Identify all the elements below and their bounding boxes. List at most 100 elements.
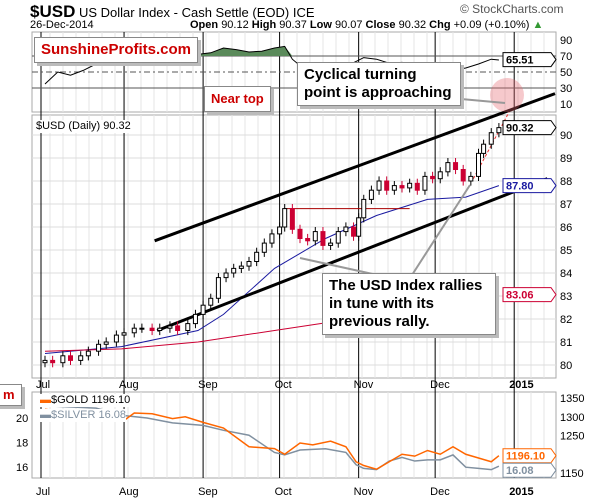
rsi-overbought-fill [45,46,499,56]
month-label: Nov [354,486,374,498]
month-label: Jul [36,486,50,498]
candle-body [246,261,252,267]
candle-body [185,323,191,332]
channel-line [156,177,548,332]
month-label: Oct [275,379,292,391]
candle-body [42,359,48,364]
candle-body [192,313,198,325]
candle-body [282,208,288,228]
watermark: © StockCharts.com [460,2,564,16]
brand-logo: SunshineProfits.com [34,37,199,63]
candle-body [361,198,367,219]
ma50-last-label: 87.80 [506,181,534,193]
candle-body [460,169,466,182]
price-last-label-tag [502,120,557,136]
high-label: High [251,19,277,31]
month-label: Sep [198,379,218,391]
index-name: US Dollar Index - Cash Settle (EOD) [78,5,290,20]
price-tick-label: 81 [560,337,572,349]
ohlc-summary: Open 90.12 High 90.37 Low 90.07 Close 90… [190,19,543,32]
price-tick-label: 83 [560,291,572,303]
ma50-line [44,185,500,354]
candle-body [269,233,275,244]
near-top-annotation: Near top [204,86,271,112]
close-value: 90.32 [398,19,427,31]
price-legend: $USD (Daily) 90.32 [36,120,131,133]
gold-tick-label: 1350 [560,393,584,405]
rsi-last-label-tag [502,52,557,68]
open-value: 90.12 [221,19,249,31]
silver-tick-label: 16 [16,462,28,474]
candle-body [139,327,145,330]
silver-last-label: 16.08 [506,465,534,477]
candle-body [496,127,502,134]
candle-body [384,180,390,191]
gold-last-label: 1196.10 [506,451,545,463]
gold-tick-label: 1150 [560,468,584,480]
chg-value: +0.09 (+0.10%) [453,19,530,31]
gold-last-label-tag [502,448,557,464]
silver-tick-label: 18 [16,438,28,450]
candle-body [453,162,459,171]
month-label: 2015 [509,379,533,391]
month-label: Sep [198,486,218,498]
symbol: $USD [30,2,76,21]
candle-body [121,332,127,336]
candle-body [445,162,451,173]
gold-legend-label: $GOLD 1196.10 [51,394,131,406]
candle-body [297,228,303,240]
candle-body [430,175,436,180]
candle-body [215,277,221,299]
price-tick-label: 85 [560,245,572,257]
high-value: 90.37 [279,19,307,31]
candle-body [238,265,244,269]
exchange: ICE [292,5,315,20]
candle-body [157,327,163,332]
rsi-last-label: 65.51 [506,55,534,67]
candle-body [60,355,66,364]
ma200-last-label-tag [502,287,557,303]
turning-point-circle [490,78,524,112]
candle-body [335,231,341,244]
candle-body [320,231,326,246]
price-tick-label: 90 [560,130,572,142]
candle-body [68,355,73,361]
candle-body [305,238,311,242]
month-label: Oct [275,486,292,498]
rsi-tick-label: 90 [560,35,572,47]
candle-body [85,350,91,357]
channel-line [154,92,556,243]
month-label: Dec [430,486,450,498]
candle-body [422,175,428,191]
candle-body [328,242,334,246]
chart-title: $USD US Dollar Index - Cash Settle (EOD)… [30,2,315,22]
candle-body [131,327,137,334]
cut-annotation: m [0,384,22,406]
candle-body [231,267,237,274]
month-label: Nov [354,379,374,391]
candle-body [175,325,181,331]
candle-body [113,334,119,343]
candle-body [399,185,405,189]
candle-body [476,152,481,177]
candle-body [200,304,206,315]
price-tick-label: 82 [560,314,572,326]
silver-legend: ▬$SILVER 16.08 [40,409,127,422]
gold-swatch: ▬ [40,394,51,406]
cyclical-annotation: Cyclical turning point is approaching [297,62,461,106]
candle-body [167,325,173,329]
candle-body [103,341,109,345]
rsi-tick-label: 10 [560,99,572,111]
gold-line [44,408,500,471]
candle-body [50,359,56,364]
candle-body [356,217,362,237]
candle-body [223,272,229,279]
candle-body [468,175,474,182]
rally-annotation: The USD Index rallies in tune with its p… [322,273,496,335]
open-label: Open [190,19,219,31]
silver-line [44,404,500,471]
candle-body [407,182,413,189]
date: 26-Dec-2014 [30,19,94,31]
up-arrow-icon: ▲ [532,19,544,31]
